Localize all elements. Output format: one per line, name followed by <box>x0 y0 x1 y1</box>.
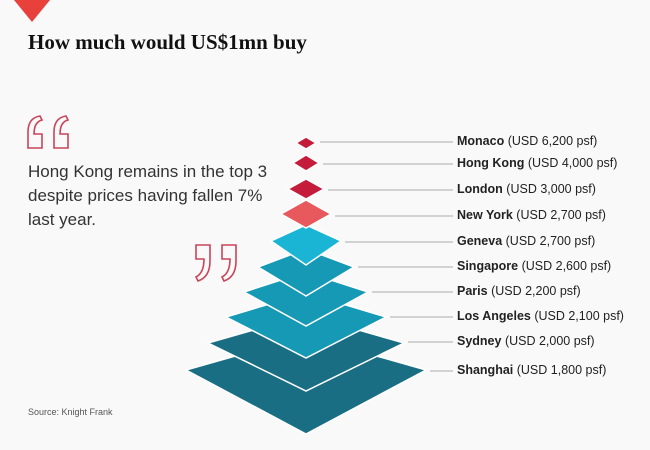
city-label: Shanghai (USD 1,800 psf) <box>457 363 606 377</box>
city-price: (USD 2,200 psf) <box>487 284 581 298</box>
city-name: New York <box>457 208 513 222</box>
city-name: Shanghai <box>457 363 514 377</box>
city-label: Hong Kong (USD 4,000 psf) <box>457 156 617 170</box>
pyramid-layer-singapore <box>256 248 356 297</box>
city-name: Sydney <box>457 334 502 348</box>
source-note: Source: Knight Frank <box>28 407 113 417</box>
city-name: London <box>457 182 503 196</box>
city-price: (USD 1,800 psf) <box>513 363 607 377</box>
city-name: Hong Kong <box>457 156 525 170</box>
city-price: (USD 2,700 psf) <box>502 234 596 248</box>
pyramid-layer-geneva <box>269 224 343 266</box>
city-price: (USD 4,000 psf) <box>524 156 618 170</box>
city-label: Singapore (USD 2,600 psf) <box>457 259 611 273</box>
pyramid-layer-hong-kong <box>291 154 321 172</box>
city-price: (USD 2,600 psf) <box>518 259 612 273</box>
city-price: (USD 6,200 psf) <box>504 134 598 148</box>
city-name: Geneva <box>457 234 503 248</box>
pyramid-layer-london <box>286 178 326 200</box>
city-name: Monaco <box>457 134 505 148</box>
city-label: Los Angeles (USD 2,100 psf) <box>457 309 624 323</box>
city-label: Geneva (USD 2,700 psf) <box>457 234 595 248</box>
city-label: Sydney (USD 2,000 psf) <box>457 334 595 348</box>
pyramid-layer-monaco <box>294 136 318 150</box>
city-price: (USD 2,000 psf) <box>501 334 595 348</box>
close-quote-icon <box>194 244 237 282</box>
pyramid-layer-new-york <box>279 199 333 229</box>
city-price: (USD 2,100 psf) <box>530 309 624 323</box>
city-name: Singapore <box>457 259 519 273</box>
city-label: Monaco (USD 6,200 psf) <box>457 134 597 148</box>
city-name: Paris <box>457 284 488 298</box>
pyramid-layer-paris <box>242 271 370 327</box>
quote-text: Hong Kong remains in the top 3 despite p… <box>28 162 268 229</box>
corner-triangle-icon <box>14 0 50 22</box>
page-title: How much would US$1mn buy <box>28 30 307 54</box>
city-price: (USD 2,700 psf) <box>512 208 606 222</box>
city-label: New York (USD 2,700 psf) <box>457 208 606 222</box>
open-quote-icon <box>27 115 70 149</box>
city-label: London (USD 3,000 psf) <box>457 182 596 196</box>
city-name: Los Angeles <box>457 309 531 323</box>
city-price: (USD 3,000 psf) <box>502 182 596 196</box>
city-label: Paris (USD 2,200 psf) <box>457 284 581 298</box>
